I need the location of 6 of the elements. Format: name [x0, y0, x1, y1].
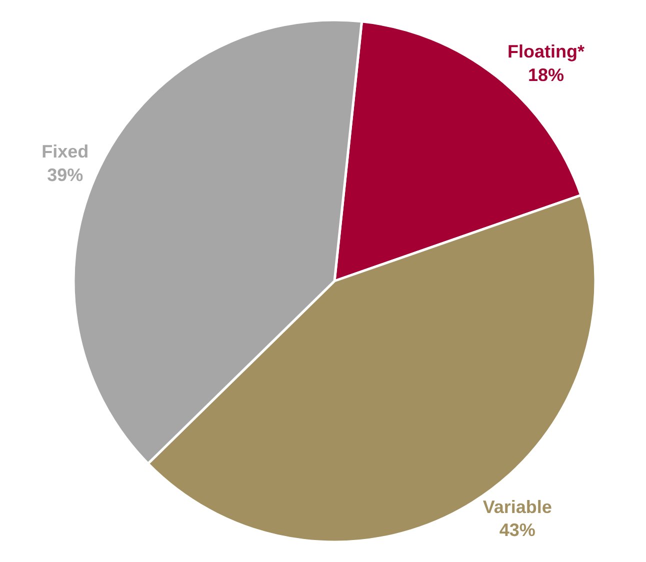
- data-label: 39%: [47, 164, 84, 185]
- slice-label: Variable: [482, 496, 552, 517]
- data-label: 43%: [499, 520, 536, 540]
- slice-label: Fixed: [42, 142, 89, 162]
- data-label: 18%: [528, 64, 564, 85]
- slice-label: Floating*: [507, 41, 584, 62]
